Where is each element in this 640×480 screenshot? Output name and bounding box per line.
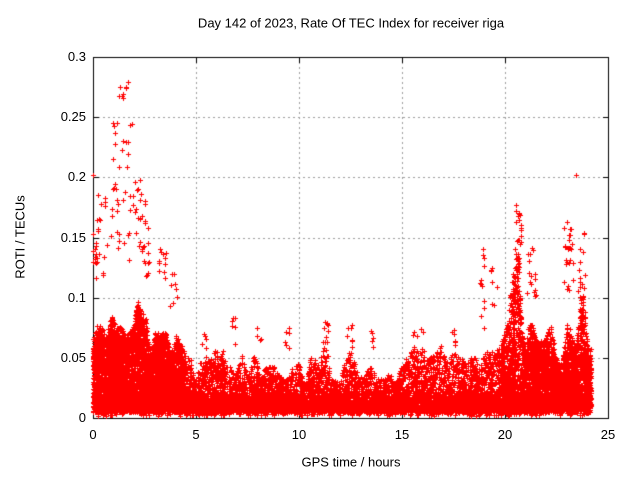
y-tick-label: 0 bbox=[78, 410, 86, 425]
y-tick-label: 0.1 bbox=[67, 289, 86, 305]
x-axis-label: GPS time / hours bbox=[301, 454, 401, 470]
y-tick-label: 0.05 bbox=[60, 349, 86, 365]
chart-title: Day 142 of 2023, Rate Of TEC Index for r… bbox=[197, 15, 505, 31]
y-tick-label: 0.2 bbox=[67, 169, 86, 185]
y-tick-label: 0.25 bbox=[60, 109, 86, 125]
x-tick-label: 25 bbox=[600, 427, 616, 442]
x-tick-label: 5 bbox=[192, 427, 200, 442]
x-tick-label: 20 bbox=[497, 427, 513, 442]
x-tick-label: 10 bbox=[291, 427, 307, 442]
x-tick-label: 0 bbox=[89, 427, 97, 442]
x-tick-label: 15 bbox=[394, 427, 410, 442]
y-tick-label: 0.3 bbox=[67, 49, 86, 64]
y-tick-label: 0.15 bbox=[60, 229, 86, 245]
